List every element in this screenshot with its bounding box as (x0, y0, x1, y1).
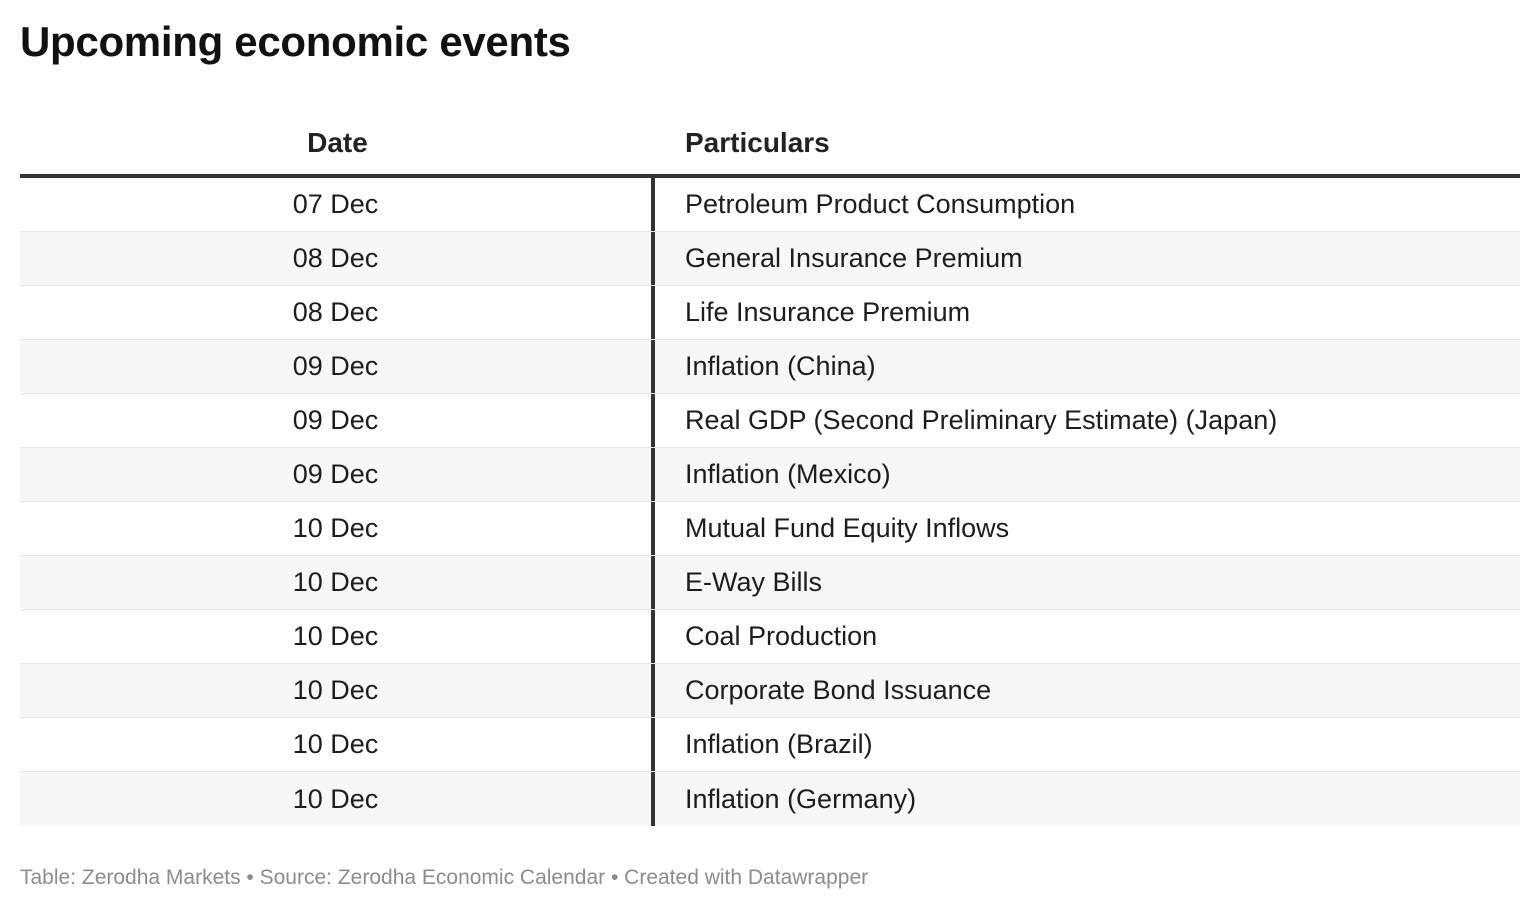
cell-particulars: Corporate Bond Issuance (685, 675, 992, 705)
cell-particulars: Inflation (Germany) (685, 783, 917, 814)
table-row: 10 Dec E-Way Bills (20, 556, 1520, 610)
cell-date: 08 Dec (20, 232, 655, 285)
table-row: 07 Dec Petroleum Product Consumption (20, 178, 1520, 232)
cell-particulars: Inflation (Brazil) (685, 729, 873, 759)
cell-date: 10 Dec (20, 772, 655, 826)
cell-date: 09 Dec (20, 394, 655, 447)
source-footer: Table: Zerodha Markets • Source: Zerodha… (20, 866, 869, 889)
header-particulars[interactable]: Particulars (685, 127, 830, 158)
table-row: 10 Dec Inflation (Brazil) (20, 718, 1520, 772)
table-row: 09 Dec Inflation (China) (20, 340, 1520, 394)
table-row: 10 Dec Coal Production (20, 610, 1520, 664)
cell-date: 10 Dec (20, 718, 655, 771)
cell-particulars: E-Way Bills (685, 567, 823, 597)
cell-particulars: Life Insurance Premium (685, 297, 971, 327)
cell-particulars: Petroleum Product Consumption (685, 189, 1076, 219)
table-row: 08 Dec General Insurance Premium (20, 232, 1520, 286)
table-row: 09 Dec Real GDP (Second Preliminary Esti… (20, 394, 1520, 448)
table-row: 09 Dec Inflation (Mexico) (20, 448, 1520, 502)
page-title: Upcoming economic events (20, 18, 571, 65)
cell-date: 10 Dec (20, 610, 655, 663)
cell-particulars: General Insurance Premium (685, 243, 1023, 273)
cell-date: 09 Dec (20, 340, 655, 393)
cell-particulars: Real GDP (Second Preliminary Estimate) (… (685, 405, 1278, 435)
cell-particulars: Inflation (China) (685, 351, 876, 381)
table-body: 07 Dec Petroleum Product Consumption 08 … (20, 178, 1520, 826)
table-row: 10 Dec Corporate Bond Issuance (20, 664, 1520, 718)
cell-date: 09 Dec (20, 448, 655, 501)
cell-date: 10 Dec (20, 502, 655, 555)
cell-date: 08 Dec (20, 286, 655, 339)
table-row: 10 Dec Inflation (Germany) (20, 772, 1520, 826)
cell-date: 10 Dec (20, 556, 655, 609)
header-date[interactable]: Date (307, 127, 368, 158)
table-row: 10 Dec Mutual Fund Equity Inflows (20, 502, 1520, 556)
cell-particulars: Coal Production (685, 621, 878, 651)
cell-particulars: Inflation (Mexico) (685, 459, 891, 489)
table-row: 08 Dec Life Insurance Premium (20, 286, 1520, 340)
cell-date: 10 Dec (20, 664, 655, 717)
cell-date: 07 Dec (20, 178, 655, 231)
cell-particulars: Mutual Fund Equity Inflows (685, 513, 1010, 543)
table-header: Date Particulars (20, 112, 1520, 178)
events-table: Date Particulars 07 Dec Petroleum Produc… (20, 112, 1520, 826)
